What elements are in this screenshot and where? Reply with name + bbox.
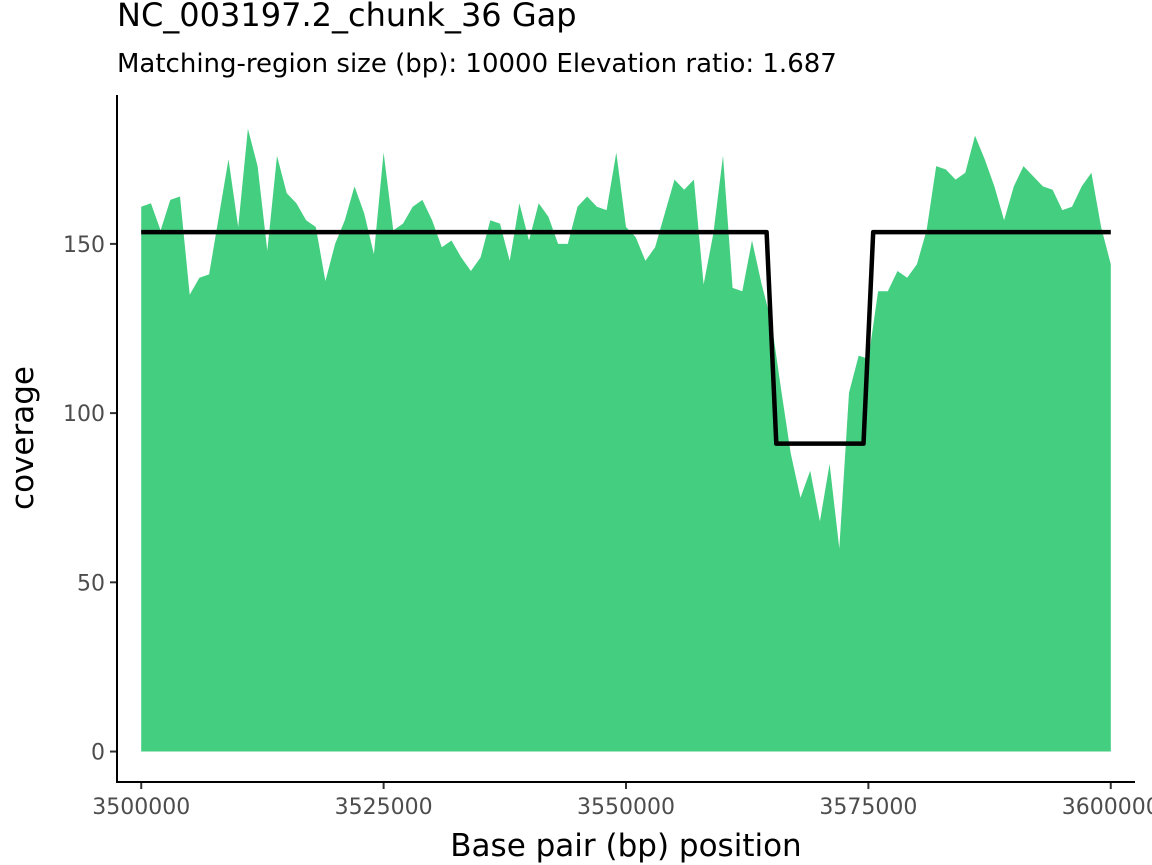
x-tick-label: 3550000 <box>577 795 675 820</box>
coverage-area <box>141 128 1111 752</box>
x-tick-label: 3500000 <box>92 795 190 820</box>
x-tick-label: 3525000 <box>335 795 433 820</box>
y-tick-label: 150 <box>63 233 105 258</box>
y-tick-label: 100 <box>63 402 105 427</box>
y-tick-label: 0 <box>91 741 105 766</box>
fit-line <box>141 229 1111 446</box>
chart-title: NC_003197.2_chunk_36 Gap <box>117 0 577 34</box>
x-axis-ticks: 3500000 3525000 3550000 3575000 3600000 <box>92 782 1152 820</box>
x-tick-label: 3575000 <box>819 795 917 820</box>
y-axis-title: coverage <box>5 366 41 510</box>
x-axis-title: Base pair (bp) position <box>450 828 801 864</box>
y-tick-label: 50 <box>77 571 105 596</box>
x-tick-label: 3600000 <box>1062 795 1152 820</box>
plot-area <box>141 128 1111 752</box>
y-axis-ticks: 0 50 100 150 <box>63 233 117 766</box>
chart-subtitle: Matching-region size (bp): 10000 Elevati… <box>117 49 837 79</box>
